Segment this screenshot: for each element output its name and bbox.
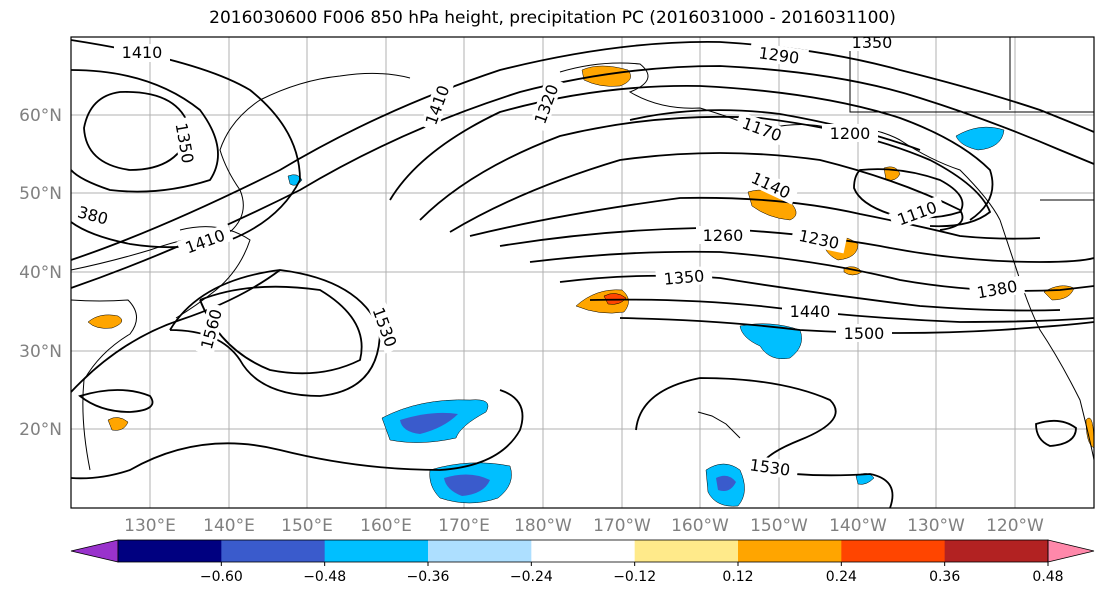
lat-label: 30°N	[19, 342, 62, 362]
lat-label: 40°N	[19, 263, 62, 283]
longitude-labels: 130°E 140°E 150°E 160°E 170°E 180°W 170°…	[124, 516, 1044, 536]
lon-label: 140°E	[203, 516, 255, 536]
lat-label: 60°N	[19, 106, 62, 126]
lon-label: 170°W	[593, 516, 651, 536]
colorbar-tick-label: 0.24	[826, 569, 857, 585]
colorbar-segment	[944, 540, 1049, 562]
lon-label: 170°E	[438, 516, 490, 536]
colorbar-tick-label: 0.48	[1032, 569, 1063, 585]
contour-label: 1500	[844, 324, 885, 343]
colorbar-tick-label: −0.48	[303, 569, 346, 585]
lat-label: 50°N	[19, 184, 62, 204]
colorbar-segment	[428, 540, 532, 562]
colorbar-segment	[738, 540, 842, 562]
lon-label: 130°W	[907, 516, 965, 536]
contour-label: 1410	[122, 43, 163, 62]
colorbar-outline	[117, 539, 1049, 563]
colorbar-tick-label: −0.12	[613, 569, 656, 585]
lat-label: 20°N	[19, 420, 62, 440]
contour-label: 1350	[663, 266, 705, 288]
colorbar-segment	[841, 540, 946, 562]
contour-label: 1200	[830, 124, 871, 143]
lon-label: 150°E	[281, 516, 333, 536]
colorbar-segment	[531, 540, 636, 562]
contour-labels: 1410 1290 1350 1320 1410 1170 1200 1350 …	[69, 33, 1026, 480]
lon-label: 160°W	[671, 516, 729, 536]
lon-label: 130°E	[124, 516, 176, 536]
colorbar-segment	[634, 540, 739, 562]
lon-label: 160°E	[360, 516, 412, 536]
lon-label: 150°W	[750, 516, 808, 536]
colorbar-tick-label: 0.36	[929, 569, 960, 585]
colorbar-segment	[221, 540, 326, 562]
colorbar-tick-label: −0.24	[510, 569, 553, 585]
lon-label: 180°W	[514, 516, 572, 536]
colorbar-tick-label: −0.36	[407, 569, 450, 585]
contour-label: 1350	[852, 33, 893, 52]
colorbar-segment	[324, 540, 429, 562]
latitude-labels: 60°N 50°N 40°N 30°N 20°N	[19, 106, 62, 440]
colorbar-tick-label: −0.60	[200, 569, 243, 585]
colorbar-extend-low	[70, 539, 119, 563]
colorbar-tick-label: 0.12	[722, 569, 753, 585]
colorbar-extend-high	[1047, 539, 1095, 563]
lon-label: 120°W	[986, 516, 1044, 536]
contour-label: 1260	[703, 226, 744, 245]
height-contours	[70, 39, 1095, 509]
map-title: 2016030600 F006 850 hPa height, precipit…	[209, 8, 896, 28]
colorbar-segment	[118, 540, 222, 562]
map-frame	[70, 36, 1095, 509]
colorbar: −0.60 −0.48 −0.36 −0.24 −0.12 0.12 0.24 0.36 0.4…	[70, 539, 1095, 585]
lon-label: 140°W	[829, 516, 887, 536]
contour-label: 1440	[790, 302, 831, 321]
